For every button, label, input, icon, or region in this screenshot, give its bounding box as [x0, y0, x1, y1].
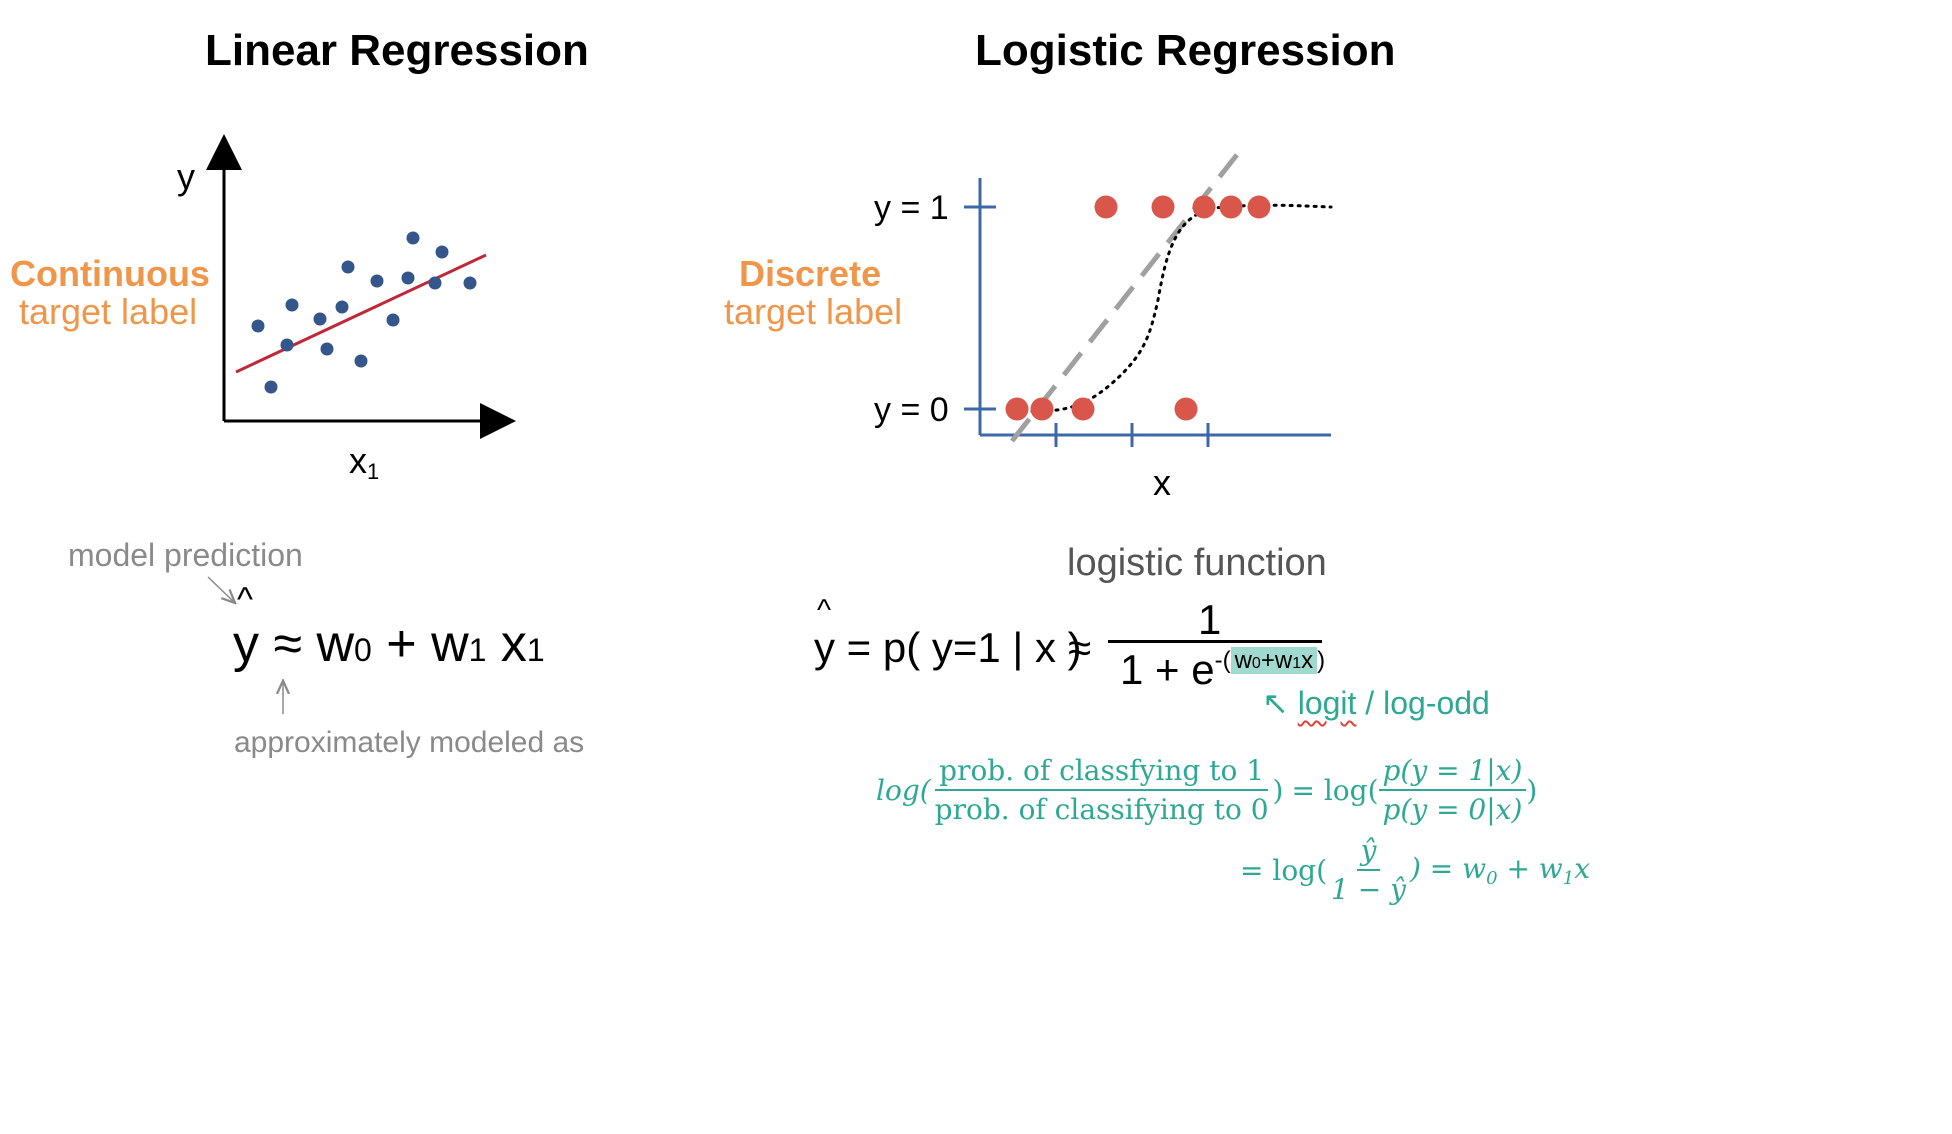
logit-highlight: w0+w1x [1230, 647, 1318, 674]
linear-equation: ^ y ≈ w0 + w1 x1 [233, 581, 545, 674]
logit-annotation: ↖ logit / log-odd [1262, 684, 1490, 722]
fraction-bar [1108, 640, 1322, 643]
prediction-arrow [207, 576, 234, 602]
linear-data-points [251, 231, 477, 394]
logistic-regression-title: Logistic Regression [975, 26, 1396, 75]
approx-modeled-note: approximately modeled as [234, 726, 585, 759]
logistic-denominator: 1 + e-(w0+w1x) [1120, 646, 1326, 693]
logistic-y-hat-caret: ^ [817, 594, 832, 627]
x-symbol: x [349, 440, 367, 481]
logistic-approx-sign: ≈ [1068, 624, 1092, 671]
linear-point-11 [406, 231, 420, 245]
linear-regression-title: Linear Regression [205, 26, 589, 75]
dashed-linear-fit [1010, 145, 1245, 443]
linear-point-3 [313, 312, 327, 326]
linear-point-14 [463, 276, 477, 290]
linear-point-6 [341, 260, 355, 274]
log-word: log( [876, 773, 931, 807]
linear-point-5 [335, 300, 349, 314]
prob-fraction: prob. of classfying to 1 prob. of classi… [934, 754, 1269, 826]
linear-point-7 [354, 354, 368, 368]
approx-sign: ≈ [273, 615, 302, 673]
x1: x1 [500, 615, 545, 673]
linear-point-8 [370, 274, 384, 288]
logistic-lhs: y = p( y=1 | x ) [814, 624, 1082, 671]
linear-point-4 [320, 342, 334, 356]
logistic-point-5 [1005, 397, 1029, 421]
linear-point-10 [401, 271, 415, 285]
y-hat-caret: ^ [237, 581, 253, 619]
plus-sign: + [386, 615, 417, 673]
logistic-point-8 [1174, 397, 1198, 421]
linear-y-axis-label: y [177, 156, 195, 197]
conditional-prob-fraction: p(y = 1|x) p(y = 0|x) [1378, 754, 1527, 826]
logistic-point-2 [1192, 195, 1216, 219]
logistic-point-1 [1151, 195, 1175, 219]
sigmoid-curve [1006, 203, 1333, 413]
linear-point-13 [435, 245, 449, 259]
y-equals-1-label: y = 1 [874, 189, 949, 227]
logistic-equation: ^ y = p( y=1 | x ) ≈ 1 1 + e-(w0+w1x) [814, 594, 1334, 693]
logistic-function-label: logistic function [1067, 542, 1327, 584]
continuous-target-label: target label [19, 291, 198, 332]
logit-word: logit [1297, 685, 1357, 721]
y-hat: y [233, 615, 259, 673]
linear-point-15 [264, 380, 278, 394]
log-odds-line-1: log( prob. of classfying to 1 prob. of c… [876, 754, 1538, 826]
yhat-fraction: ŷ 1 − ŷ [1331, 834, 1406, 906]
linear-point-2 [285, 298, 299, 312]
logistic-x-axis-label: x [1153, 462, 1171, 503]
log-odd-word: / log-odd [1356, 685, 1490, 721]
continuous-label: Continuous [10, 253, 210, 294]
logistic-point-3 [1219, 195, 1243, 219]
logistic-data-points [1005, 195, 1271, 421]
logistic-point-0 [1094, 195, 1118, 219]
logistic-point-7 [1071, 397, 1095, 421]
logistic-numerator: 1 [1198, 596, 1222, 643]
linear-point-0 [251, 319, 265, 333]
linear-point-12 [428, 276, 442, 290]
w0: w0 [316, 615, 372, 673]
discrete-label: Discrete [739, 253, 882, 294]
logistic-point-4 [1247, 195, 1271, 219]
y-equals-0-label: y = 0 [874, 391, 949, 429]
log-odds-line-2: = log( ŷ 1 − ŷ ) = w0 + w1x [1240, 834, 1591, 906]
discrete-target-label: target label [724, 291, 903, 332]
logistic-point-6 [1030, 397, 1054, 421]
w1: w1 [431, 615, 487, 673]
x-subscript: 1 [367, 459, 380, 484]
regression-line [235, 253, 487, 374]
logistic-axes [964, 178, 1331, 447]
logit-arrow: ↖ [1262, 685, 1289, 721]
model-prediction-note: model prediction [68, 537, 303, 573]
linear-axes [206, 134, 516, 439]
linear-x-axis-label: x1 [349, 440, 379, 485]
linear-point-1 [280, 338, 294, 352]
linear-point-9 [386, 313, 400, 327]
